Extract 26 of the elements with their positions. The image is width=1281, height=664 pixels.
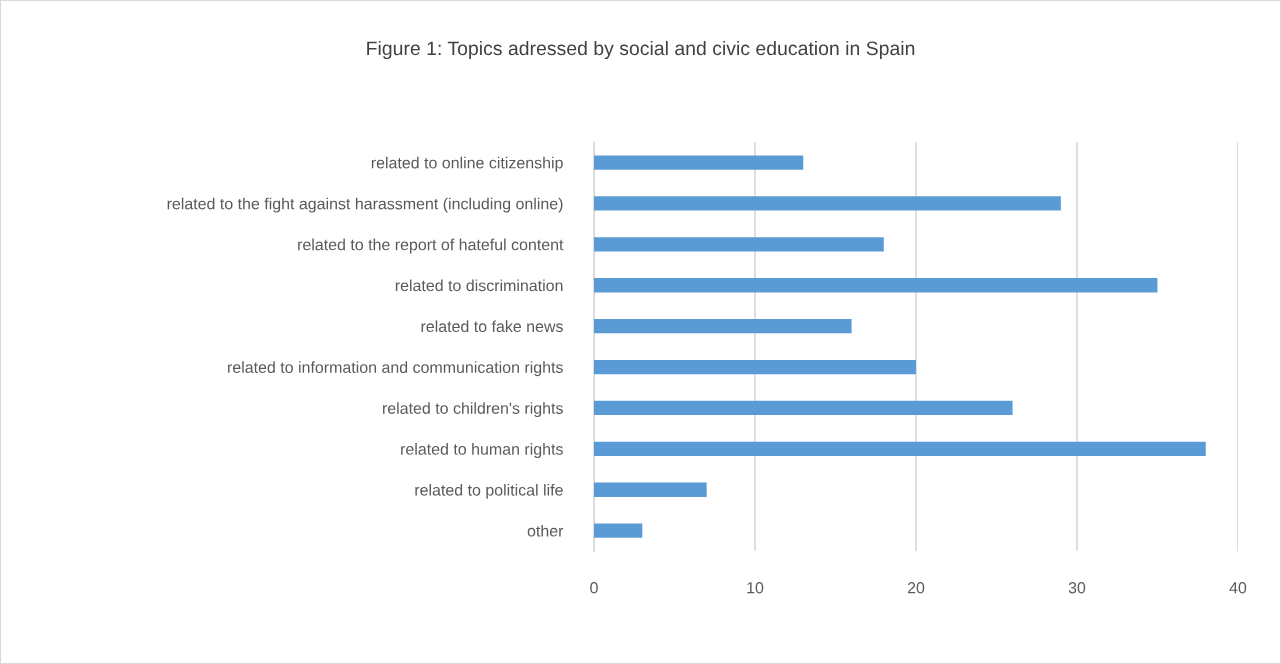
bar bbox=[594, 400, 1013, 416]
y-tick-label: related to information and communication rights bbox=[228, 361, 563, 377]
y-tick-label: related to human rights bbox=[401, 443, 563, 458]
bar bbox=[594, 441, 1206, 457]
bar bbox=[594, 319, 852, 334]
x-tick-label: 40 bbox=[1229, 582, 1247, 594]
bar bbox=[594, 196, 1061, 211]
x-tick-label: 0 bbox=[590, 582, 598, 594]
x-tick-label: 10 bbox=[747, 582, 764, 594]
bar bbox=[594, 237, 884, 252]
y-tick-label: related to discrimination bbox=[395, 279, 563, 292]
y-tick-label: related to political life bbox=[415, 483, 563, 499]
y-tick-label: related to the report of hateful content bbox=[298, 238, 564, 254]
y-tick-label: related to the fight against harassment (including online) bbox=[167, 197, 563, 213]
y-tick-label: related to fake news bbox=[421, 320, 563, 333]
x-tick-label: 20 bbox=[907, 582, 925, 594]
y-tick-label: related to online citizenship bbox=[371, 156, 563, 172]
chart-title: Figure 1: Topics adressed by social and civic education in Spain bbox=[367, 40, 915, 60]
y-tick-label: other bbox=[527, 524, 564, 537]
y-tick-label: related to children's rights bbox=[383, 402, 563, 418]
x-tick-label: 30 bbox=[1068, 582, 1086, 594]
bar bbox=[594, 359, 916, 375]
bar bbox=[594, 278, 1158, 293]
bar bbox=[594, 523, 643, 538]
bar bbox=[594, 155, 804, 170]
bar bbox=[594, 482, 707, 497]
